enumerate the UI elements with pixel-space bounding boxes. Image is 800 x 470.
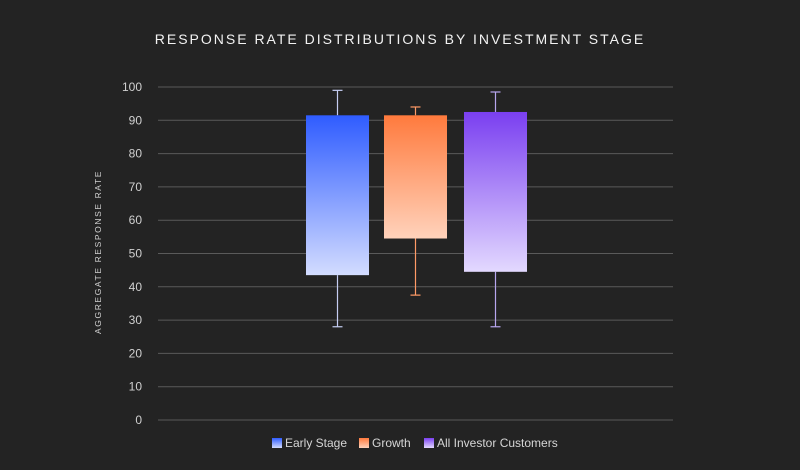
legend-label: All Investor Customers [437, 436, 558, 450]
legend-item: Early Stage [272, 436, 347, 450]
y-axis-label: AGGREGATE RESPONSE RATE [93, 170, 103, 334]
y-tick-label: 30 [129, 313, 143, 327]
legend-item: All Investor Customers [424, 436, 558, 450]
y-tick-label: 0 [135, 413, 142, 427]
y-tick-label: 70 [129, 180, 143, 194]
y-tick-label: 20 [129, 346, 143, 360]
y-axis-ticks: 0 10 20 30 40 50 60 70 80 90 100 [122, 80, 142, 427]
legend-item: Growth [359, 436, 411, 450]
legend-swatch [359, 438, 369, 448]
y-tick-label: 40 [129, 280, 143, 294]
y-tick-label: 10 [129, 380, 143, 394]
legend-label: Early Stage [285, 436, 347, 450]
box-growth [384, 106, 447, 296]
iqr-box [464, 111, 527, 272]
y-tick-label: 80 [129, 147, 143, 161]
iqr-box [384, 115, 447, 239]
legend: Early Stage Growth All Investor Customers [272, 436, 558, 450]
box-early-stage [306, 89, 369, 328]
legend-label: Growth [372, 436, 411, 450]
iqr-box [306, 115, 369, 276]
y-tick-label: 60 [129, 213, 143, 227]
box-all-investor-customers [464, 91, 527, 328]
chart-title: RESPONSE RATE DISTRIBUTIONS BY INVESTMEN… [155, 31, 645, 47]
legend-swatch [272, 438, 282, 448]
legend-swatch [424, 438, 434, 448]
y-tick-label: 50 [129, 247, 143, 261]
y-tick-label: 100 [122, 80, 142, 94]
boxes [306, 89, 527, 328]
y-tick-label: 90 [129, 113, 143, 127]
